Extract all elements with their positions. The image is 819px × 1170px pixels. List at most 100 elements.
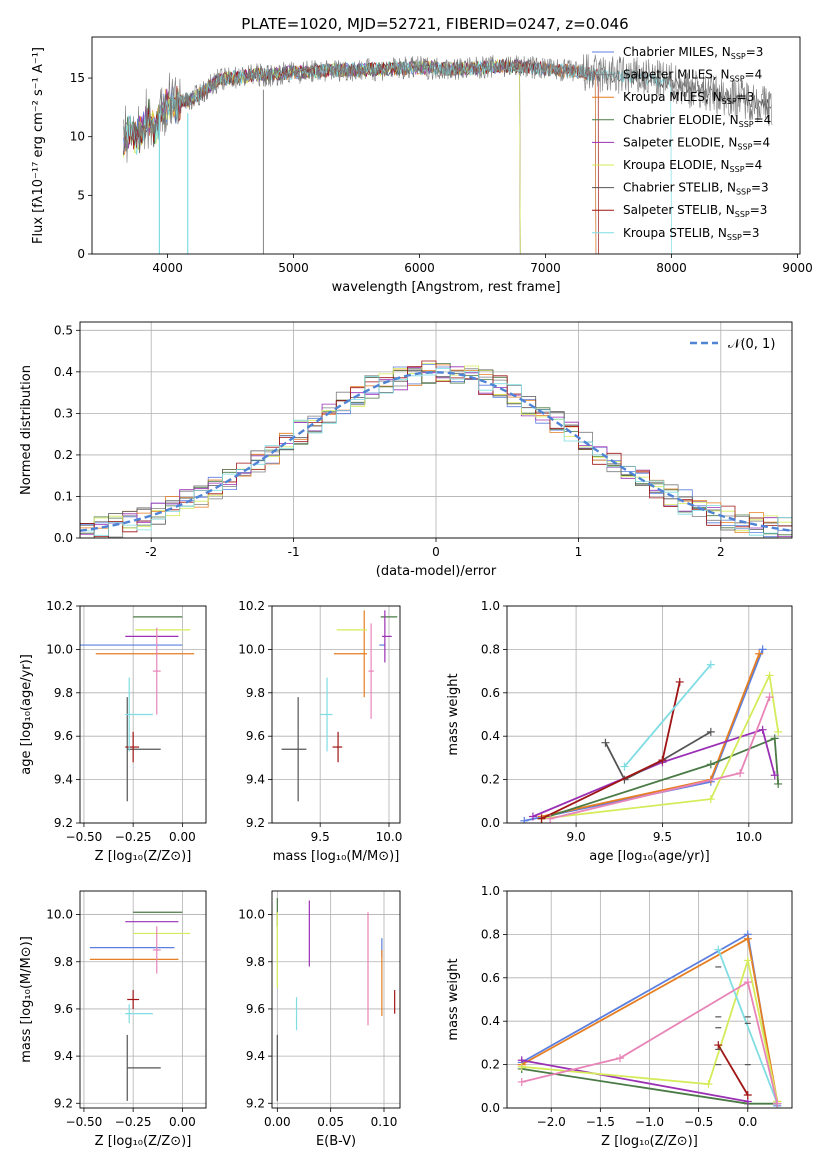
axes-frame xyxy=(91,36,801,255)
data-point xyxy=(601,738,610,747)
x-tick-label: 0.00 xyxy=(169,830,196,844)
data-point xyxy=(770,771,779,780)
y-tick-label: 10.0 xyxy=(46,642,73,656)
x-tick-label: 9000 xyxy=(782,261,813,275)
data-point xyxy=(675,677,684,686)
legend-subscript: SSP xyxy=(736,188,751,197)
data-point xyxy=(620,762,629,771)
y-tick-label: 10.2 xyxy=(46,599,73,613)
legend-entry: Chabrier STELIB, NSSP=3 xyxy=(623,181,769,197)
x-tick-label: 9.5 xyxy=(311,830,330,844)
x-tick-label: 0.05 xyxy=(317,1115,344,1129)
series-line xyxy=(623,664,712,768)
y-tick-label: 9.4 xyxy=(54,1049,73,1063)
x-tick-label: −0.5 xyxy=(684,1115,713,1129)
x-tick-label: 0.10 xyxy=(371,1115,398,1129)
axes-frame xyxy=(506,890,793,1109)
y-tick-label: 0.0 xyxy=(481,1101,500,1115)
y-tick-label: 0.4 xyxy=(481,1014,500,1028)
series-line xyxy=(541,737,780,820)
y-tick-label: 9.6 xyxy=(54,729,73,743)
data-point xyxy=(765,671,774,680)
data-point xyxy=(773,1099,782,1108)
x-tick-label: −0.50 xyxy=(66,1115,103,1129)
y-tick-label: 10.0 xyxy=(238,642,265,656)
legend-entry: 𝒩(0, 1) xyxy=(728,337,775,352)
y-tick-label: 10.2 xyxy=(238,599,265,613)
x-tick-label: 10.0 xyxy=(735,830,762,844)
legend-count: =3 xyxy=(751,181,769,195)
legend-subscript: SSP xyxy=(722,97,737,106)
legend-entry: Chabrier ELODIE, NSSP=4 xyxy=(623,113,771,129)
legend-label: Kroupa ELODIE, N xyxy=(623,158,730,172)
x-tick-label: -2 xyxy=(145,545,157,559)
y-tick-label: 0.4 xyxy=(481,729,500,743)
axes-frame xyxy=(79,890,207,1109)
panel-ebv-mass: 0.00 0.05 0.10 9.2 9.4 9.6 9.8 10.0 E(B-V) xyxy=(238,890,401,1149)
legend-subscript: SSP xyxy=(737,142,752,151)
data-point xyxy=(774,779,783,788)
y-tick-label: 5 xyxy=(77,188,85,202)
y-tick-label: 0.0 xyxy=(481,816,500,830)
x-tick-label: −0.50 xyxy=(66,830,103,844)
y-axis-label: mass weight xyxy=(446,673,461,755)
y-tick-label: 9.2 xyxy=(246,816,265,830)
legend-subscript: SSP xyxy=(731,52,746,61)
y-tick-label: 9.6 xyxy=(246,1002,265,1016)
series-line xyxy=(521,980,779,1104)
data-point xyxy=(704,1080,713,1089)
legend-entry: Chabrier MILES, NSSP=3 xyxy=(623,45,763,61)
x-axis-label: wavelength [Angstrom, rest frame] xyxy=(332,280,561,295)
legend-entry: Salpeter ELODIE, NSSP=4 xyxy=(623,135,770,151)
y-tick-label: 9.4 xyxy=(246,1049,265,1063)
data-point xyxy=(616,1054,625,1063)
panel-spectrum: 4000 5000 6000 7000 8000 9000 0 5 10 15 wavelength… xyxy=(31,36,813,295)
plot-area xyxy=(517,930,782,1108)
x-tick-label: 10.0 xyxy=(376,830,403,844)
legend-count: =3 xyxy=(737,90,755,104)
series-line xyxy=(541,672,780,820)
data-point xyxy=(743,934,752,943)
data-point xyxy=(774,727,783,736)
panel-residuals: -2 -1 0 1 2 0.0 0.1 0.2 0.3 0.4 0.5 (data-model)/er… xyxy=(19,321,793,579)
legend-count: =4 xyxy=(745,158,763,172)
y-tick-label: 9.8 xyxy=(246,955,265,969)
x-axis-label: E(B-V) xyxy=(316,1134,356,1149)
data-point xyxy=(706,727,715,736)
data-point xyxy=(743,978,752,987)
data-point xyxy=(517,1062,526,1071)
y-tick-label: 0.4 xyxy=(54,365,73,379)
series-line xyxy=(532,728,776,818)
legend-count: =4 xyxy=(745,68,763,82)
x-axis-label: Z [log₁₀(Z/Z⊙)] xyxy=(95,1134,192,1149)
data-point xyxy=(770,734,779,743)
legend-count: =3 xyxy=(746,45,764,59)
x-tick-label: −1.0 xyxy=(635,1115,664,1129)
y-tick-label: 10.0 xyxy=(238,908,265,922)
data-point xyxy=(714,945,723,954)
axes-frame xyxy=(79,321,793,539)
model-line xyxy=(123,58,521,254)
model-line xyxy=(123,59,597,254)
x-axis-label: age [log₁₀(age/yr)] xyxy=(589,849,710,864)
data-point xyxy=(706,660,715,669)
y-tick-label: 9.4 xyxy=(54,773,73,787)
y-tick-label: 0.1 xyxy=(54,489,73,503)
y-tick-label: 15 xyxy=(70,71,85,85)
data-point xyxy=(758,725,767,734)
model-line xyxy=(123,59,521,254)
axes-frame xyxy=(271,890,401,1109)
figure-title: PLATE=1020, MJD=52721, FIBERID=0247, z=0… xyxy=(241,15,628,33)
panel-mass-age: 9.5 10.0 9.2 9.4 9.6 9.8 10.0 10.2 mass [log₁₀(M… xyxy=(238,599,402,864)
legend-subscript: SSP xyxy=(730,75,745,84)
data-point xyxy=(765,693,774,702)
data-point xyxy=(706,760,715,769)
panel-z-massweight: −2.0 −1.5 −1.0 −0.5 0.0 0.0 0.2 0.4 0.6 0.8 1.0 Z [… xyxy=(446,884,793,1149)
y-tick-label: 9.8 xyxy=(246,686,265,700)
panels: 4000 5000 6000 7000 8000 9000051015wavelength… xyxy=(19,36,813,1149)
y-tick-label: 9.2 xyxy=(54,1096,73,1110)
legend-count: =4 xyxy=(754,113,772,127)
x-tick-label: 1 xyxy=(575,545,583,559)
